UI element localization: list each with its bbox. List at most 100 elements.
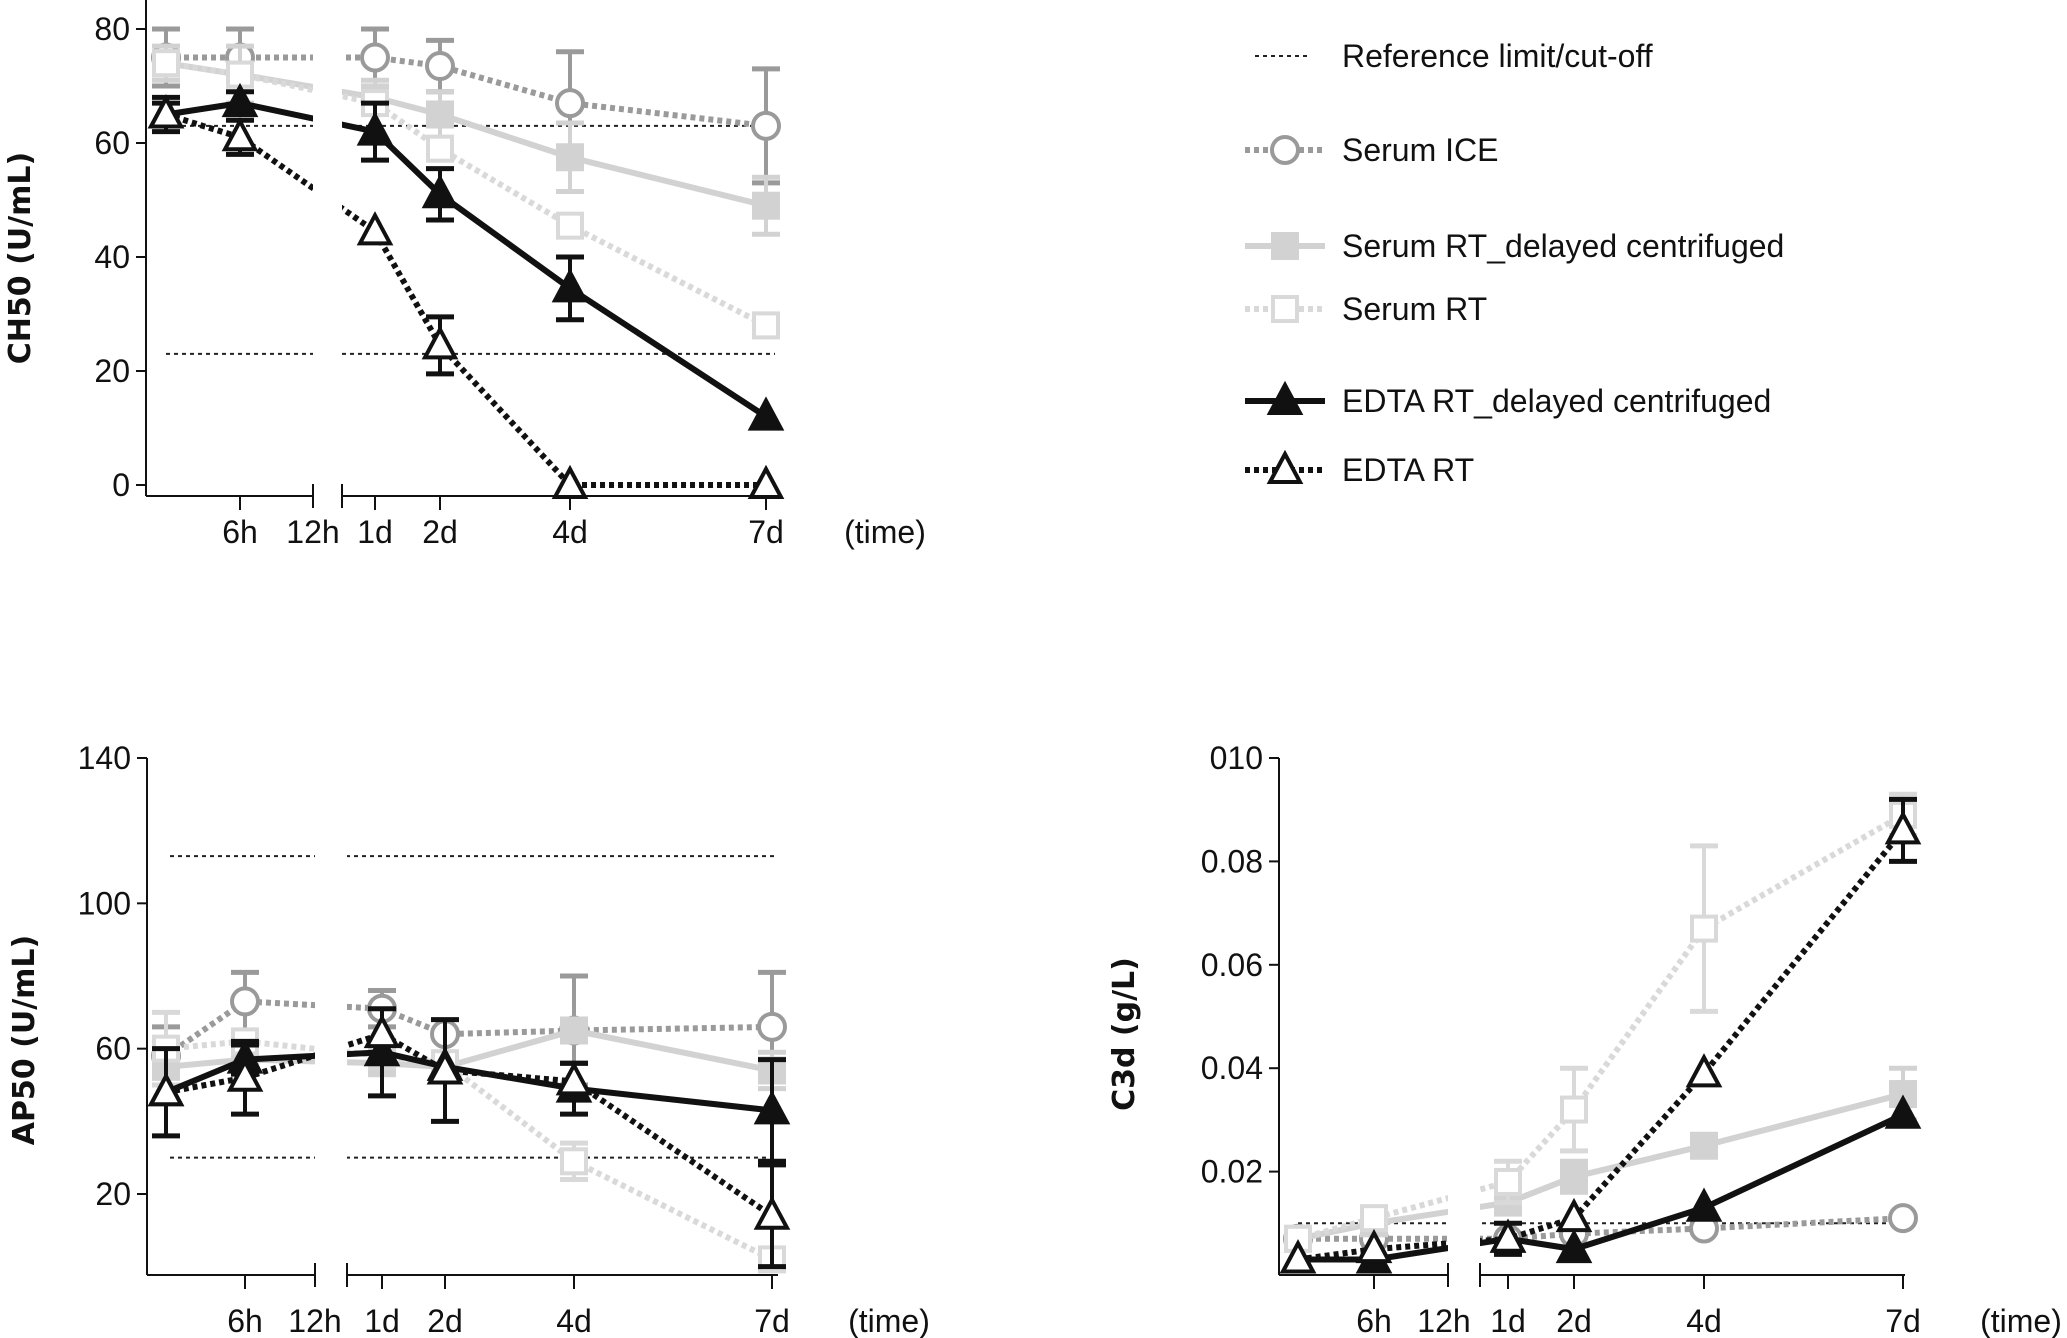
y-tick-label: 0.02 [1201,1154,1263,1190]
chart-1: 20 60 100 140 6h 12h 1d 2d 4d 7d (time) AP50 (U/mL) [7,740,930,1338]
data-point [426,134,454,163]
data-point [363,1013,401,1049]
x-tick-label: 1d [357,514,393,550]
data-point [752,311,780,340]
series-edta-rt [147,94,785,499]
x-tick-label: 1d [1490,1303,1526,1338]
chart-2: 0.02 0.04 0.06 0.08 010 6h 12h 1d 2d 4d 7d (time) C3… [1107,740,2062,1338]
data-point [230,986,260,1017]
x-tick-label: 12h [288,1303,341,1338]
data-point [1888,1203,1918,1234]
data-point [147,94,185,129]
y-tick-label: 40 [94,239,130,275]
series-line [165,60,767,209]
legend-label: Serum RT_delayed centrifuged [1342,228,1784,264]
y-tick-label: 0.08 [1201,843,1263,879]
data-point [226,60,254,89]
x-tick-label: 7d [748,514,784,550]
data-point [1279,1239,1317,1274]
data-point [551,268,589,303]
data-point [555,88,585,119]
data-point [560,1147,588,1176]
legend-item: Serum ICE [1245,132,1498,168]
data-point [752,191,780,220]
data-point [1355,1228,1393,1264]
x-tick-label: 7d [754,1303,790,1338]
series-line [1297,828,1906,1263]
data-point [753,1195,791,1230]
series-serum-rt [1284,791,1917,1253]
y-tick-label: 60 [95,1031,131,1067]
legend-label: EDTA RT [1342,452,1474,488]
data-point [1489,1218,1527,1253]
x-tick-label: 2d [422,514,458,550]
data-point [1690,1131,1718,1160]
data-point [421,174,459,209]
y-tick-label: 80 [94,11,130,47]
data-point [1685,1187,1723,1222]
y-tick-label: 20 [95,1176,131,1212]
y-tick-label: 010 [1210,740,1263,776]
x-tick-label: 7d [1885,1303,1921,1338]
x-tick-label: 4d [552,514,588,550]
series-line [164,998,773,1059]
data-point [421,325,459,360]
data-point [747,464,785,499]
chart-0: 0 20 40 60 80 6h 12h 1d 2d 4d 7d (time) CH50 (U/mL) [3,0,926,550]
data-point [221,82,259,118]
data-point [556,143,584,172]
data-point [751,110,781,141]
x-tick-label: 4d [1686,1303,1722,1338]
legend-label: Serum ICE [1342,132,1498,168]
y-axis-label: AP50 (U/mL) [7,935,42,1146]
data-point [1685,1053,1723,1088]
legend-item: EDTA RT_delayed centrifuged [1245,380,1771,419]
series-edta-rt [147,1013,791,1270]
data-point [1884,1094,1922,1129]
legend-reference-label: Reference limit/cut-off [1342,38,1653,74]
x-tick-label: 2d [427,1303,463,1338]
x-axis-label: (time) [1980,1303,2062,1338]
data-point [1555,1228,1593,1264]
data-point [1555,1197,1593,1233]
series-line [165,1030,774,1219]
data-point [426,100,454,129]
series-line [165,100,768,420]
y-tick-label: 140 [78,740,131,776]
data-point [363,1032,401,1067]
data-point [560,1016,588,1045]
data-point [747,396,785,431]
y-axis-label: C3d (g/L) [1107,957,1142,1111]
series-line [166,54,767,129]
data-point [1494,1167,1522,1196]
data-point [360,42,390,73]
data-point [551,464,589,499]
data-point [426,1050,464,1085]
x-tick-label: 6h [1356,1303,1392,1338]
y-axis-label: CH50 (U/mL) [3,152,38,364]
legend-item: Serum RT_delayed centrifuged [1245,228,1784,264]
data-point [147,1072,185,1107]
x-tick-label: 1d [364,1303,400,1338]
y-tick-label: 100 [78,885,131,921]
x-tick-label: 12h [286,514,339,550]
legend-triangle-icon [1266,380,1304,415]
series-edta-rt [1279,796,1922,1274]
y-tick-label: 0 [112,467,130,503]
data-point [356,111,394,146]
legend-item: EDTA RT [1245,449,1474,488]
data-point [425,51,455,82]
series-line [165,60,768,329]
x-axis-label: (time) [844,514,926,550]
x-axis-label: (time) [848,1303,930,1338]
data-point [1884,810,1922,845]
y-tick-label: 20 [94,353,130,389]
data-point [757,1011,787,1042]
legend-label: EDTA RT_delayed centrifuged [1342,383,1771,419]
series-line [165,111,766,488]
data-point [556,211,584,240]
x-tick-label: 12h [1417,1303,1470,1338]
data-point [356,211,394,246]
data-point [555,1061,593,1096]
